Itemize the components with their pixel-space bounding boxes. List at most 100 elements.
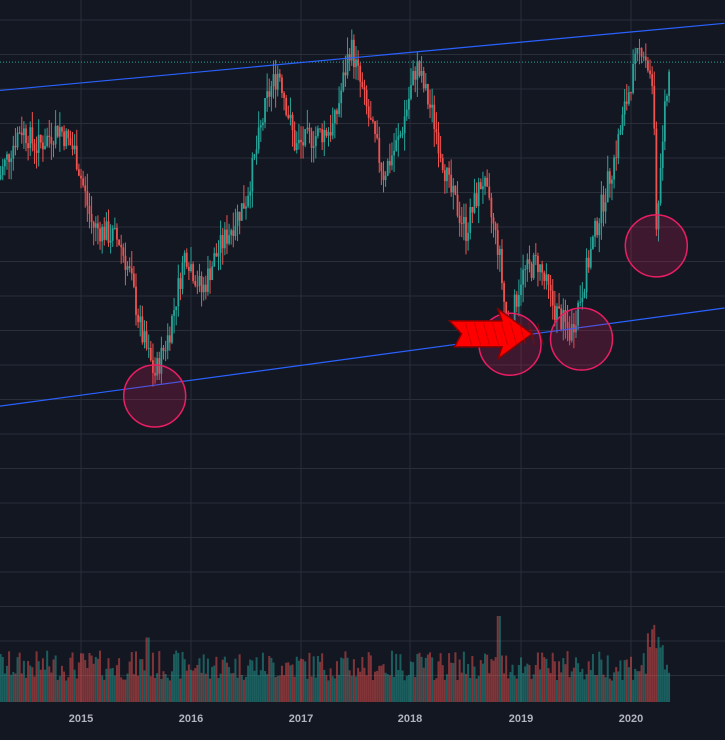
candle-body	[441, 157, 444, 171]
candle-body	[232, 230, 235, 237]
candle-body	[649, 70, 651, 75]
candle-body	[61, 127, 63, 132]
candle-body	[545, 274, 548, 281]
volume-bar	[90, 655, 93, 702]
candle-body	[245, 206, 247, 209]
candle-body	[498, 248, 501, 255]
volume-bar	[555, 680, 558, 702]
candle-body	[636, 48, 639, 54]
volume-bar	[515, 678, 518, 702]
volume-bar	[646, 633, 649, 702]
volume-bar	[496, 616, 499, 702]
volume-bar	[659, 647, 662, 702]
volume-bar	[67, 677, 70, 702]
candle-body	[608, 171, 611, 184]
volume-bar	[232, 673, 235, 702]
candle-body	[443, 170, 446, 182]
volume-bar	[264, 671, 267, 702]
volume-bar	[627, 667, 630, 702]
volume-bar	[642, 653, 645, 702]
volume-bar	[575, 657, 577, 702]
candle-body	[132, 273, 135, 287]
candle-body	[422, 70, 425, 89]
volume-bar	[274, 677, 277, 702]
x-tick-label: 2020	[619, 713, 643, 725]
candle-body	[90, 214, 93, 223]
volume-bar	[272, 662, 275, 702]
volume-bar	[661, 645, 664, 702]
volume-bar	[88, 652, 91, 702]
candle-body	[73, 145, 76, 150]
candle-body	[416, 61, 419, 80]
candle-body	[103, 226, 106, 240]
candle-body	[403, 116, 406, 134]
candle-body	[213, 253, 216, 267]
volume-bar	[179, 678, 182, 702]
volume-bar	[479, 660, 482, 702]
candle-body	[382, 171, 385, 181]
volume-bar	[22, 660, 25, 702]
volume-bar	[418, 652, 421, 702]
volume-bar	[327, 680, 330, 702]
volume-bar	[29, 665, 32, 702]
volume-bar	[513, 675, 516, 702]
candle-body	[37, 134, 40, 153]
candle-body	[270, 86, 273, 97]
volume-bar	[39, 669, 42, 702]
volume-bar	[126, 673, 129, 702]
volume-bar	[460, 672, 463, 702]
volume-bar	[198, 658, 201, 702]
candle-body	[566, 321, 569, 328]
volume-bar	[462, 651, 465, 702]
candle-body	[12, 145, 15, 159]
volume-bar	[640, 665, 643, 702]
candle-body	[105, 221, 108, 240]
candle-body	[109, 240, 112, 243]
candle-body	[202, 284, 205, 293]
volume-bar	[663, 669, 666, 702]
candle-body	[338, 103, 340, 115]
candle-body	[160, 347, 163, 374]
volume-bar	[591, 654, 594, 702]
candle-body	[579, 301, 582, 303]
volume-bar	[467, 663, 470, 702]
candle-body	[67, 130, 70, 139]
candle-body	[452, 185, 455, 193]
volume-bar	[170, 671, 173, 702]
candle-body	[329, 132, 332, 136]
candle-body	[613, 157, 615, 180]
volume-bar	[443, 679, 446, 702]
candle-body	[647, 60, 649, 71]
volume-bar	[270, 657, 273, 702]
trendline	[0, 22, 725, 92]
volume-bar	[374, 671, 377, 702]
candle-body	[668, 71, 670, 96]
candle-body	[194, 280, 197, 286]
candle-body	[141, 316, 144, 343]
candle-body	[391, 155, 393, 166]
candle-body	[94, 223, 97, 228]
volume-bar	[124, 679, 127, 702]
candle-body	[80, 175, 82, 179]
candle-body	[388, 161, 391, 166]
candle-body	[661, 141, 664, 168]
candle-body	[3, 159, 6, 167]
candle-body	[300, 139, 302, 143]
volume-bar	[141, 659, 144, 702]
candle-body	[219, 235, 222, 253]
candle-body	[524, 269, 527, 271]
candle-body	[177, 278, 180, 307]
candle-body	[581, 297, 584, 302]
volume-bar	[526, 663, 529, 702]
candle-body	[352, 39, 355, 68]
volume-bar	[18, 652, 21, 702]
candle-body	[562, 310, 565, 330]
volume-bar	[395, 653, 398, 702]
candle-body	[156, 358, 159, 376]
volume-bar	[651, 629, 654, 702]
volume-bar	[458, 659, 461, 702]
candle-body	[433, 104, 436, 130]
candle-body	[126, 266, 129, 270]
volume-bar	[596, 675, 599, 702]
